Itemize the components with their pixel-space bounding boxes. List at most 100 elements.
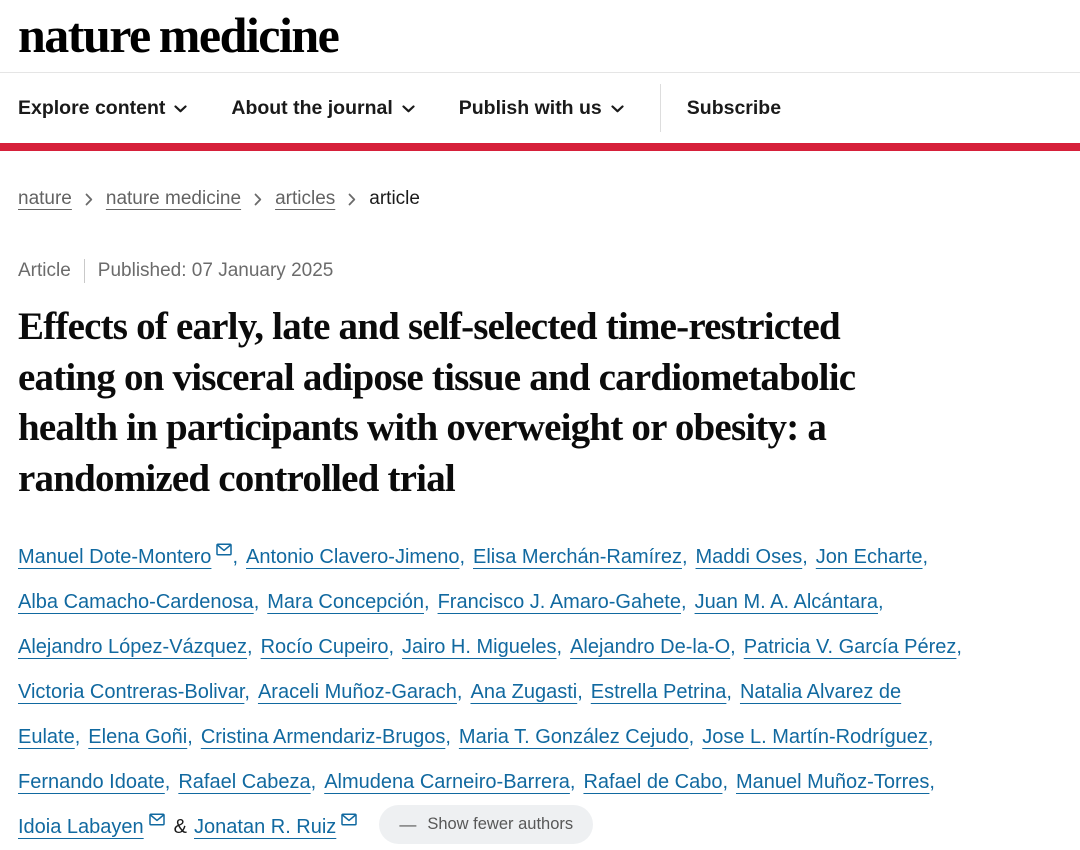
author-separator: , xyxy=(726,681,732,703)
breadcrumb-article-current: article xyxy=(369,188,420,209)
author-link[interactable]: Jon Echarte xyxy=(815,546,923,568)
author-separator: , xyxy=(164,771,171,793)
email-icon[interactable] xyxy=(341,813,358,826)
author-separator: , xyxy=(922,546,929,568)
author-separator: , xyxy=(577,681,583,703)
author-separator: , xyxy=(253,591,260,613)
author-separator: , xyxy=(688,726,695,748)
article-title-line: eating on visceral adipose tissue and ca… xyxy=(18,355,856,399)
author-separator: , xyxy=(878,591,884,613)
author-link[interactable]: Idoia Labayen xyxy=(18,816,144,838)
author-separator: , xyxy=(722,771,728,793)
article-title: Effects of early, late and self-selected… xyxy=(18,302,1062,504)
author-link[interactable]: Francisco J. Amaro-Gahete xyxy=(437,591,681,613)
author-link[interactable]: Rafael Cabeza xyxy=(178,771,311,793)
site-header: nature medicine Explore content About th… xyxy=(0,0,1080,151)
author-link[interactable]: Maddi Oses xyxy=(695,546,803,568)
author-link[interactable]: Alejandro López-Vázquez xyxy=(18,636,248,658)
chevron-down-icon xyxy=(402,105,415,113)
author-separator: , xyxy=(681,591,687,613)
author-link[interactable]: Jonatan R. Ruiz xyxy=(194,816,337,838)
author-link[interactable]: Mara Concepción xyxy=(267,591,424,613)
author-link[interactable]: Jairo H. Migueles xyxy=(402,636,557,658)
author-link[interactable]: Maria T. González Cejudo xyxy=(458,726,689,748)
author-link[interactable]: Araceli Muñoz-Garach xyxy=(257,681,457,703)
author-separator: , xyxy=(956,636,962,658)
show-fewer-authors-button[interactable]: — Show fewer authors xyxy=(379,805,594,845)
chevron-right-icon xyxy=(254,193,262,206)
author-separator: , xyxy=(424,591,430,613)
author-line: Fernando Idoate, Rafael Cabeza, Almudena C… xyxy=(18,760,1062,805)
author-separator: , xyxy=(388,636,395,658)
article-title-line: health in participants with overweight o… xyxy=(18,406,827,449)
author-link[interactable]: Antonio Clavero-Jimeno xyxy=(246,546,460,568)
author-line: Idoia Labayen & Jonatan R. Ruiz — Show few… xyxy=(18,805,1062,850)
author-separator: , xyxy=(929,771,935,793)
author-list: Manuel Dote-Montero, Antonio Clavero-Jime… xyxy=(18,535,1062,850)
author-link[interactable]: Rafael de Cabo xyxy=(583,771,723,793)
nav-publish-with-us-label: Publish with us xyxy=(458,96,602,119)
logo-row: nature medicine xyxy=(0,0,1080,73)
breadcrumb-nature-medicine[interactable]: nature medicine xyxy=(105,188,242,209)
author-link[interactable]: Juan M. A. Alcántara xyxy=(694,591,878,613)
author-link[interactable]: Victoria Contreras-Bolivar xyxy=(18,681,245,703)
show-fewer-authors-label: Show fewer authors xyxy=(427,815,574,834)
author-separator: , xyxy=(459,546,465,568)
nav-explore-content-label: Explore content xyxy=(18,96,166,119)
author-line: Manuel Dote-Montero, Antonio Clavero-Jime… xyxy=(18,535,1062,580)
chevron-down-icon xyxy=(611,105,624,113)
article-title-line: Effects of early, late and self-selected… xyxy=(18,305,841,348)
article-meta: Article Published: 07 January 2025 xyxy=(18,259,1062,283)
brand-accent-bar xyxy=(0,143,1080,151)
nav-about-journal-label: About the journal xyxy=(231,96,393,119)
author-link[interactable]: Manuel Dote-Montero xyxy=(18,546,212,568)
author-separator: , xyxy=(310,771,317,793)
author-link[interactable]: Patricia V. García Pérez xyxy=(743,636,957,658)
author-separator: , xyxy=(232,546,238,568)
chevron-down-icon xyxy=(174,105,187,113)
email-icon[interactable] xyxy=(148,813,165,826)
author-link[interactable]: Natalia Alvarez de xyxy=(739,681,902,703)
author-link[interactable]: Ana Zugasti xyxy=(470,681,578,703)
author-separator: , xyxy=(456,681,463,703)
minus-icon: — xyxy=(399,815,417,835)
author-line: Eulate, Elena Goñi, Cristina Armendariz-Br… xyxy=(18,715,1062,760)
author-link[interactable]: Estrella Petrina xyxy=(590,681,727,703)
nav-publish-with-us[interactable]: Publish with us xyxy=(459,97,624,120)
author-link[interactable]: Elisa Merchán-Ramírez xyxy=(473,546,682,568)
article-title-line: randomized controlled trial xyxy=(18,456,456,500)
author-link[interactable]: Cristina Armendariz-Brugos xyxy=(200,726,446,748)
nav-about-journal[interactable]: About the journal xyxy=(231,96,415,120)
author-separator: , xyxy=(927,726,934,748)
chevron-right-icon xyxy=(348,193,356,206)
author-line: Alba Camacho-Cardenosa, Mara Concepción, F… xyxy=(18,580,1062,625)
breadcrumb: nature nature medicine articles article xyxy=(18,188,1062,210)
author-link[interactable]: Manuel Muñoz-Torres xyxy=(736,771,930,793)
journal-logo[interactable]: nature medicine xyxy=(18,7,340,63)
author-separator: , xyxy=(556,636,563,658)
author-link[interactable]: Eulate xyxy=(18,726,75,748)
meta-divider xyxy=(83,259,85,283)
main-nav: Explore content About the journal Publis… xyxy=(0,73,1080,143)
author-link[interactable]: Rocío Cupeiro xyxy=(260,636,389,658)
author-separator: , xyxy=(74,726,81,748)
author-link[interactable]: Almudena Carneiro-Barrera xyxy=(324,771,570,793)
author-separator: , xyxy=(730,636,736,658)
article-page: nature nature medicine articles article … xyxy=(0,188,1080,850)
author-link[interactable]: Jose L. Martín-Rodríguez xyxy=(702,726,928,748)
author-link[interactable]: Fernando Idoate xyxy=(18,771,165,793)
author-link[interactable]: Elena Goñi xyxy=(88,726,188,748)
breadcrumb-articles[interactable]: articles xyxy=(275,188,336,209)
author-separator: , xyxy=(569,771,576,793)
breadcrumb-nature[interactable]: nature xyxy=(18,188,72,209)
author-line: Alejandro López-Vázquez, Rocío Cupeiro, Ja… xyxy=(18,625,1062,670)
author-separator: , xyxy=(445,726,451,748)
nav-subscribe[interactable]: Subscribe xyxy=(686,96,782,119)
published-date: Published: 07 January 2025 xyxy=(97,260,334,281)
author-separator: , xyxy=(681,546,688,568)
email-icon[interactable] xyxy=(216,543,233,556)
nav-explore-content[interactable]: Explore content xyxy=(18,97,187,120)
nav-divider xyxy=(659,84,661,132)
author-link[interactable]: Alba Camacho-Cardenosa xyxy=(18,591,254,613)
author-link[interactable]: Alejandro De-la-O xyxy=(570,636,731,658)
